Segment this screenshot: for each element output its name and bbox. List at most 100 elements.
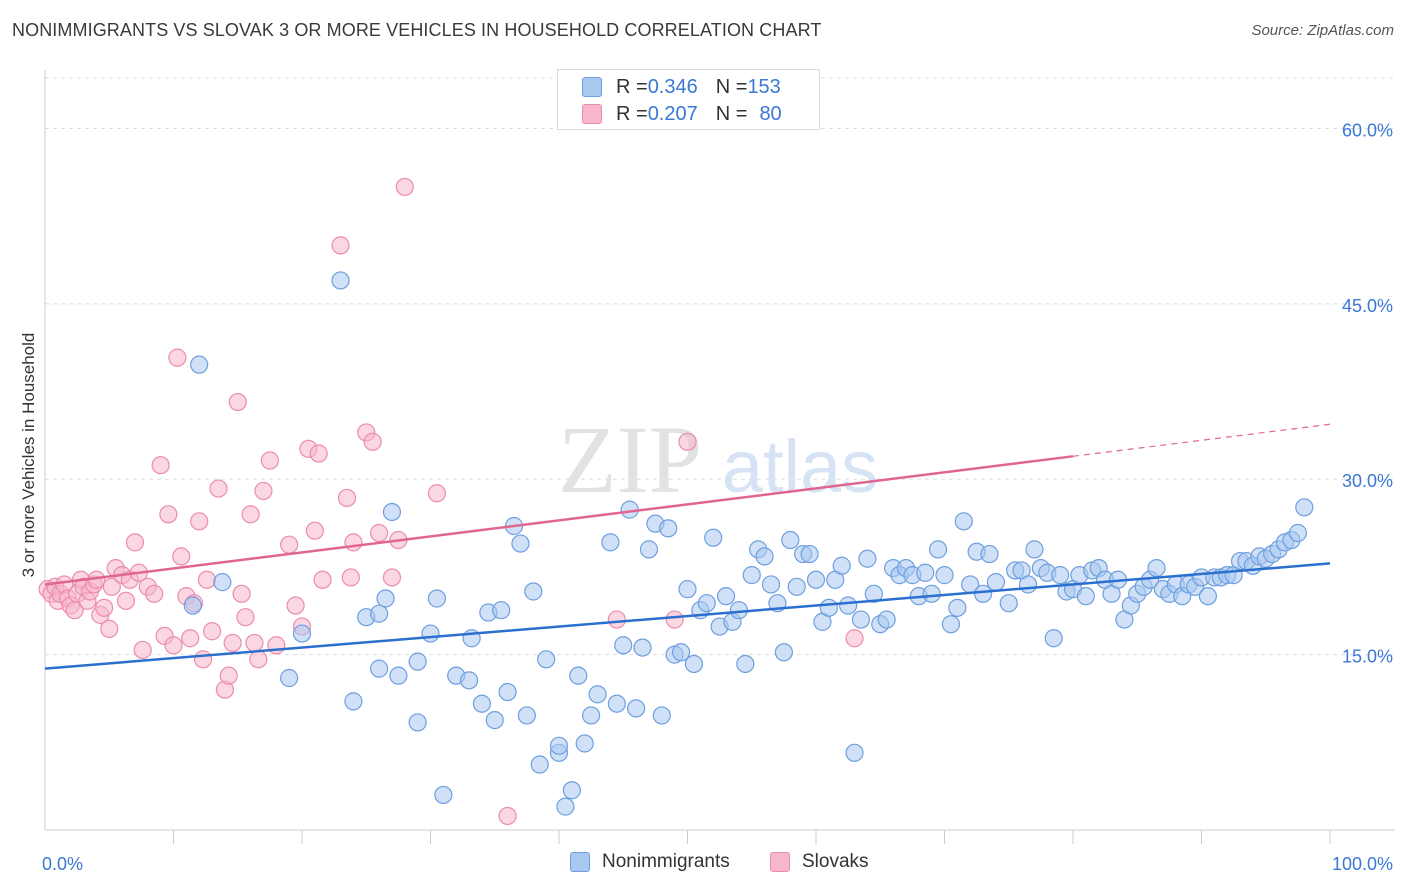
nonimmigrants-point [524, 582, 543, 601]
y-tick-label: 45.0% [1342, 296, 1393, 316]
bottom-legend-swatch-pink [770, 852, 790, 872]
nonimmigrants-point [530, 755, 549, 774]
bottom-legend-label: Nonimmigrants [602, 851, 730, 872]
nonimmigrants-point [562, 781, 581, 800]
legend-row-nonimmigrants: R = 0.346 N = 153 [582, 74, 781, 100]
nonimmigrants-point [492, 601, 511, 620]
bottom-legend-label: Slovaks [802, 851, 869, 872]
nonimmigrants-point [569, 666, 588, 685]
slovaks-point [382, 568, 402, 587]
slovaks-point [305, 521, 324, 540]
nonimmigrants-point [697, 594, 716, 613]
slovaks-point [678, 432, 697, 451]
watermark: ZIP atlas [558, 406, 878, 513]
nonimmigrants-point [408, 713, 427, 732]
nonimmigrants-point [832, 556, 851, 575]
nonimmigrants-point [556, 797, 575, 816]
nonimmigrants-point [954, 512, 973, 531]
nonimmigrants-point [190, 355, 209, 374]
slovaks-point [309, 444, 328, 463]
tick-labels: 15.0% 30.0% 45.0% 60.0% 0.0% 100.0% [42, 120, 1393, 874]
legend-swatch-blue [582, 77, 602, 97]
slovaks-point [159, 505, 178, 524]
nonimmigrants-point [1076, 587, 1095, 606]
nonimmigrants-point [941, 615, 961, 634]
nonimmigrants-point [582, 706, 601, 725]
nonimmigrants-point [1295, 498, 1314, 517]
nonimmigrants-point [639, 540, 659, 559]
nonimmigrants-point [517, 706, 536, 725]
nonimmigrants-point [806, 570, 826, 589]
watermark-zip: ZIP [558, 406, 702, 513]
nonimmigrants-point [633, 638, 652, 657]
nonimmigrants-point [331, 271, 350, 290]
nonimmigrants-point [376, 589, 395, 608]
nonimmigrants-point [877, 610, 896, 629]
slovaks-point [245, 633, 264, 653]
slovaks-point [286, 596, 305, 615]
nonimmigrants-point [382, 502, 402, 522]
x-tick-label: 0.0% [42, 854, 83, 874]
nonimmigrants-point [427, 589, 447, 608]
nonimmigrants-point [626, 699, 646, 718]
nonimmigrants-point [1044, 629, 1063, 648]
legend-n-label: N = [715, 102, 748, 125]
y-axis-label: 3 or more Vehicles in Household [19, 333, 38, 578]
slovaks-point [427, 484, 447, 503]
nonimmigrants-point [671, 643, 691, 662]
slovaks-point [202, 622, 222, 641]
nonimmigrants-point [575, 734, 594, 753]
slovaks-point [209, 479, 228, 498]
bottom-legend-swatch-blue [570, 852, 590, 872]
slovaks-point [232, 584, 251, 603]
nonimmigrants-point [864, 584, 883, 603]
nonimmigrants-point [1018, 575, 1038, 594]
nonimmigrants-point [344, 692, 363, 711]
slovaks-point [241, 505, 260, 524]
legend-r-label: R = [616, 102, 648, 125]
nonimmigrants-point [421, 624, 440, 643]
nonimmigrants-point [1025, 540, 1044, 559]
legend: R = 0.346 N = 153 R = 0.207 N = 80 [557, 69, 820, 130]
slovaks-point [313, 570, 332, 589]
nonimmigrants-point [280, 668, 299, 688]
nonimmigrants-point [973, 584, 993, 603]
nonimmigrants-points [183, 271, 1314, 816]
nonimmigrants-point [659, 519, 678, 538]
nonimmigrants-point [928, 540, 948, 559]
nonimmigrants-point [549, 736, 569, 755]
nonimmigrants-point [845, 743, 864, 762]
y-tick-label: 60.0% [1342, 120, 1393, 140]
nonimmigrants-point [922, 584, 941, 603]
trend-lines [44, 423, 1331, 670]
nonimmigrants-point [800, 544, 819, 564]
nonimmigrants-point [742, 566, 761, 585]
legend-r-label: R = [616, 75, 648, 98]
slovaks-point [363, 432, 382, 451]
slovaks-point [607, 610, 626, 629]
slovaks-point [116, 591, 136, 610]
nonimmigrants-point [292, 624, 312, 643]
y-tick-label: 15.0% [1342, 647, 1393, 667]
slovaks-points [38, 177, 864, 826]
axes [44, 70, 1395, 844]
nonimmigrants-point [684, 654, 704, 674]
nonimmigrants-point [755, 547, 774, 566]
legend-r-value: 0.346 [647, 75, 698, 98]
slovaks-point [845, 629, 864, 648]
slovaks-point [254, 481, 273, 501]
nonimmigrants-point [485, 710, 504, 730]
y-tick-label: 30.0% [1342, 471, 1393, 491]
nonimmigrants-point [781, 530, 800, 550]
nonimmigrants-point [601, 533, 620, 552]
slovaks-point [151, 456, 170, 475]
nonimmigrants-point [704, 528, 723, 547]
nonimmigrants-point [434, 785, 453, 805]
nonimmigrants-point [678, 580, 697, 599]
nonimmigrants-point [851, 610, 871, 629]
slovaks-point [172, 547, 191, 566]
chart-title: NONIMMIGRANTS VS SLOVAK 3 OR MORE VEHICL… [12, 20, 822, 40]
nonimmigrants-point [183, 596, 202, 615]
legend-n-value: 80 [759, 102, 782, 125]
grid-lines [45, 77, 1395, 656]
